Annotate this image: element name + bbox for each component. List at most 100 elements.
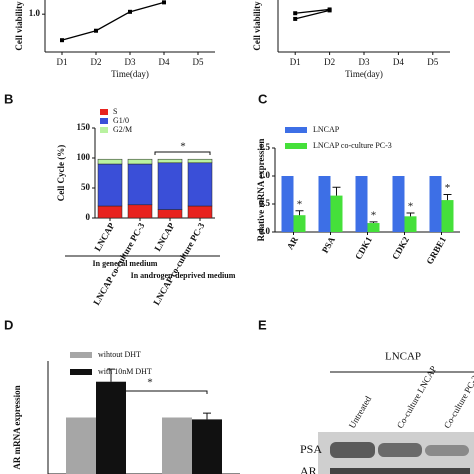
bar <box>392 176 405 232</box>
legend-swatch <box>285 127 307 133</box>
x-tick-label: D2 <box>91 57 102 67</box>
line <box>295 9 330 20</box>
bar-segment <box>97 158 123 165</box>
y-axis-label: Cell Cycle (%) <box>56 145 66 201</box>
line <box>61 1 165 41</box>
y-tick-label: 0.0 <box>259 226 271 236</box>
bar-segment <box>127 204 153 219</box>
bar-segment <box>187 162 213 207</box>
bar-segment <box>97 163 123 207</box>
bar <box>293 215 306 232</box>
bar <box>96 381 126 474</box>
bar <box>429 176 442 232</box>
y-tick-label: 1.5 <box>259 142 271 152</box>
blot-title: LNCAP <box>385 351 421 363</box>
x-tick-label: D3 <box>359 57 370 67</box>
y-tick-label: 100 <box>77 152 91 162</box>
legend-label: G1/0 <box>113 116 129 125</box>
significance: * <box>147 377 153 389</box>
x-tick-label: D4 <box>159 57 170 67</box>
panel-letter: C <box>258 91 268 106</box>
x-tick-label: D4 <box>393 57 404 67</box>
blot-band <box>378 443 422 457</box>
y-axis-label: Relative mRNA expression <box>256 139 266 242</box>
significance: * <box>371 209 377 221</box>
y-tick-label: 50 <box>81 182 91 192</box>
significance: * <box>297 198 303 210</box>
legend-swatch <box>285 143 307 149</box>
bar <box>441 200 454 232</box>
significance: * <box>445 182 451 194</box>
bar <box>355 176 368 232</box>
x-tick-label: D5 <box>193 57 204 67</box>
y-tick-label: 0 <box>86 212 91 222</box>
x-tick-label: CDK1 <box>353 235 374 262</box>
bar-segment <box>127 158 153 165</box>
bar <box>330 195 343 232</box>
x-tick-label: D3 <box>125 57 136 67</box>
significance: * <box>408 200 414 212</box>
bracket <box>112 390 208 394</box>
bar-segment <box>157 162 183 210</box>
legend-label: with 10nM DHT <box>98 367 152 376</box>
y-axis-label: Cell viability <box>252 1 262 51</box>
x-axis-label: Time(day) <box>345 69 383 79</box>
x-tick-label: D2 <box>324 57 335 67</box>
x-axis-label: Time(day) <box>111 69 149 79</box>
x-tick-label: D1 <box>290 57 301 67</box>
legend-swatch <box>100 127 108 133</box>
legend-swatch <box>100 118 108 124</box>
x-tick-label: CDK2 <box>390 235 411 262</box>
error-bar <box>295 210 304 216</box>
legend-swatch <box>70 369 92 375</box>
blot-band <box>330 442 375 458</box>
legend-swatch <box>70 352 92 358</box>
panel-letter: B <box>4 91 13 106</box>
bar <box>192 419 222 474</box>
blot-lane-label: Co-culture LNCAP <box>395 364 439 430</box>
line <box>295 8 330 14</box>
y-tick-label: 1.0 <box>29 8 41 18</box>
bar-segment <box>157 158 183 164</box>
bracket <box>154 151 211 155</box>
legend-label: wihtout DHT <box>98 350 141 359</box>
error-bar <box>203 412 211 420</box>
x-tick-label: LNCAP <box>152 221 176 253</box>
error-bar <box>332 186 341 196</box>
blot-band <box>425 445 469 456</box>
panel-letter: D <box>4 317 13 332</box>
x-tick-label: D5 <box>427 57 438 67</box>
y-tick-label: 1.0 <box>259 170 271 180</box>
blot-row-label: PSA <box>300 442 322 456</box>
y-tick-label: 0.5 <box>259 198 271 208</box>
blot-row-label: AR <box>300 464 317 474</box>
legend-label: G2/M <box>113 125 132 134</box>
y-tick-label: 150 <box>77 122 91 132</box>
error-bar <box>406 212 415 217</box>
y-axis-label: Cell viability <box>14 1 24 51</box>
group-label: In general medium <box>93 259 158 268</box>
y-axis-label: AR mRNA expression <box>12 385 22 469</box>
error-bar <box>107 368 115 382</box>
point <box>162 0 166 5</box>
bar <box>66 417 96 474</box>
bar-segment <box>97 205 123 219</box>
error-bar <box>369 221 378 224</box>
x-tick-label: PSA <box>320 235 337 255</box>
x-tick-label: AR <box>285 235 300 252</box>
blot-lane-label: Co-culture PC-3 <box>442 373 474 430</box>
bar-segment <box>127 163 153 206</box>
x-tick-label: GRBE1 <box>424 235 448 266</box>
error-bar <box>443 193 452 201</box>
bar <box>281 176 294 232</box>
legend-swatch <box>100 109 108 115</box>
panel-letter: E <box>258 317 267 332</box>
x-tick-label: LNCAP <box>92 221 116 253</box>
bar <box>404 216 417 232</box>
blot-lane-label: Untreated <box>347 394 374 430</box>
blot-band <box>330 468 470 474</box>
bar <box>162 417 192 474</box>
bar-segment <box>187 205 213 219</box>
